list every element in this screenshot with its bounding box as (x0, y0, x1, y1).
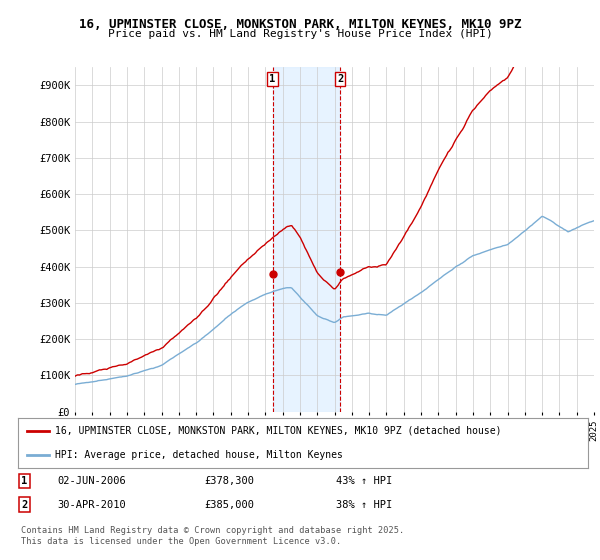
Text: 02-JUN-2006: 02-JUN-2006 (57, 476, 126, 486)
Text: 30-APR-2010: 30-APR-2010 (57, 500, 126, 510)
Text: £378,300: £378,300 (204, 476, 254, 486)
Text: Price paid vs. HM Land Registry's House Price Index (HPI): Price paid vs. HM Land Registry's House … (107, 29, 493, 39)
Text: 38% ↑ HPI: 38% ↑ HPI (336, 500, 392, 510)
Text: 43% ↑ HPI: 43% ↑ HPI (336, 476, 392, 486)
Text: 16, UPMINSTER CLOSE, MONKSTON PARK, MILTON KEYNES, MK10 9PZ: 16, UPMINSTER CLOSE, MONKSTON PARK, MILT… (79, 18, 521, 31)
Text: HPI: Average price, detached house, Milton Keynes: HPI: Average price, detached house, Milt… (55, 450, 343, 460)
Text: £385,000: £385,000 (204, 500, 254, 510)
Text: 1: 1 (269, 74, 275, 84)
Text: Contains HM Land Registry data © Crown copyright and database right 2025.
This d: Contains HM Land Registry data © Crown c… (21, 526, 404, 546)
Bar (272, 67, 340, 412)
Text: 2: 2 (21, 500, 27, 510)
Text: 16, UPMINSTER CLOSE, MONKSTON PARK, MILTON KEYNES, MK10 9PZ (detached house): 16, UPMINSTER CLOSE, MONKSTON PARK, MILT… (55, 426, 502, 436)
Text: 2: 2 (337, 74, 343, 84)
Text: 1: 1 (21, 476, 27, 486)
